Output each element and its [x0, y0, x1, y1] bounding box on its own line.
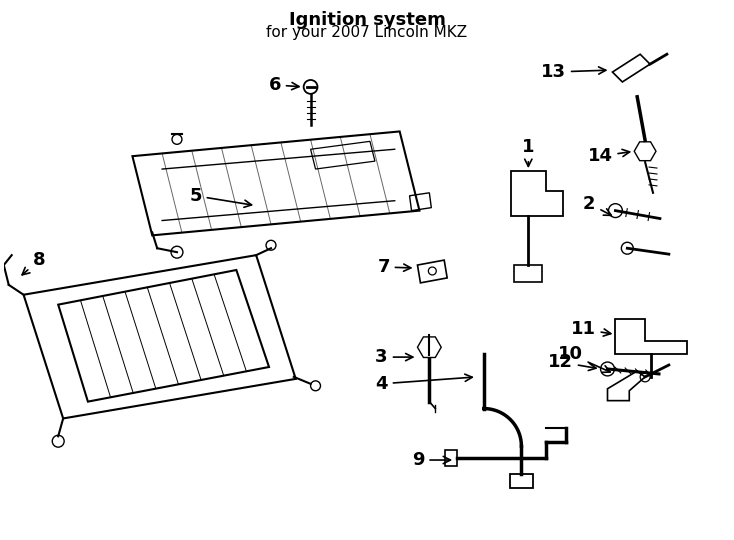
Text: 5: 5	[189, 187, 252, 207]
Text: 8: 8	[22, 251, 46, 275]
Text: 3: 3	[375, 348, 413, 366]
Text: 14: 14	[587, 147, 630, 165]
Text: 2: 2	[583, 195, 611, 215]
Text: 13: 13	[541, 63, 606, 81]
Text: 11: 11	[570, 320, 611, 339]
Text: 4: 4	[375, 374, 472, 393]
Text: 6: 6	[269, 76, 299, 94]
Text: Ignition system: Ignition system	[288, 11, 446, 29]
Text: 7: 7	[377, 258, 411, 276]
Text: 1: 1	[522, 138, 534, 166]
Text: 9: 9	[412, 451, 451, 469]
Text: for your 2007 Lincoln MKZ: for your 2007 Lincoln MKZ	[266, 24, 468, 39]
Text: 12: 12	[548, 353, 596, 371]
Text: 10: 10	[558, 345, 610, 373]
